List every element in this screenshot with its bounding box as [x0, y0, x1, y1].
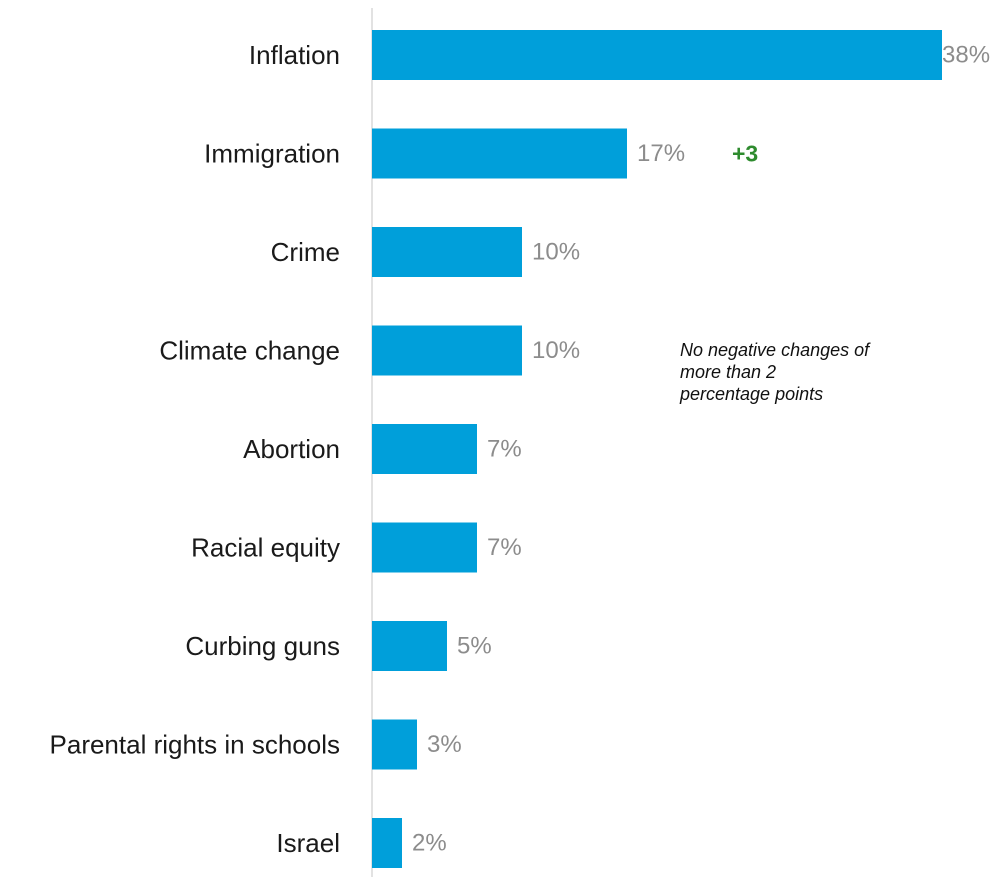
- bar-racial-equity: [372, 522, 477, 573]
- value-label-crime: 10%: [532, 239, 580, 266]
- category-label-racial-equity: Racial equity: [191, 533, 340, 563]
- value-label-climate-change: 10%: [532, 337, 580, 364]
- chart-annotation: No negative changes of more than 2 perce…: [680, 340, 870, 404]
- value-label-abortion: 7%: [487, 436, 522, 463]
- bar-climate-change: [372, 325, 522, 376]
- category-label-immigration: Immigration: [204, 139, 340, 169]
- category-label-abortion: Abortion: [243, 434, 340, 464]
- value-label-curbing-guns: 5%: [457, 633, 492, 660]
- bar-parental-rights-in-schools: [372, 719, 417, 770]
- category-label-crime: Crime: [271, 237, 340, 267]
- category-label-parental-rights-in-schools: Parental rights in schools: [50, 730, 340, 760]
- value-label-parental-rights-in-schools: 3%: [427, 731, 462, 758]
- value-label-israel: 2%: [412, 830, 447, 857]
- bar-immigration: [372, 128, 627, 179]
- bars-layer: Inflation 38% Immigration 17% +3 Crime 10% Clim…: [50, 30, 990, 868]
- bar-israel: [372, 818, 402, 868]
- value-label-inflation: 38%: [942, 42, 990, 69]
- value-label-racial-equity: 7%: [487, 534, 522, 561]
- value-label-immigration: 17%: [637, 140, 685, 167]
- bar-curbing-guns: [372, 621, 447, 671]
- category-label-curbing-guns: Curbing guns: [185, 631, 340, 661]
- bar-inflation: [372, 30, 942, 80]
- category-label-climate-change: Climate change: [159, 336, 340, 366]
- change-label-immigration: +3: [732, 141, 758, 167]
- bar-abortion: [372, 424, 477, 474]
- category-label-israel: Israel: [276, 828, 340, 858]
- category-label-inflation: Inflation: [249, 40, 340, 70]
- bar-crime: [372, 227, 522, 277]
